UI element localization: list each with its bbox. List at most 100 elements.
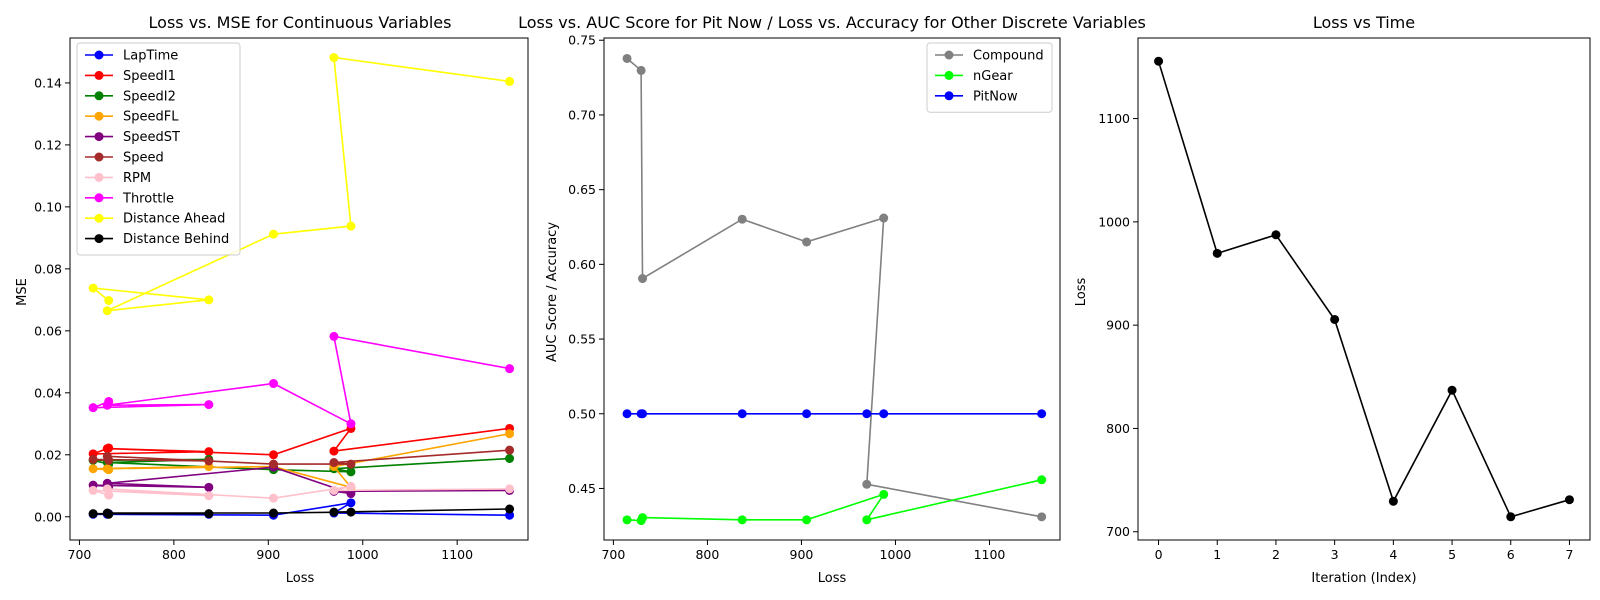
data-point [505,454,515,464]
data-point [104,490,114,500]
y-tick-label: 0.55 [568,332,596,347]
series-line [92,426,510,456]
y-tick-label: 0.10 [34,199,62,214]
y-tick-label: 0.06 [34,323,62,338]
x-tick-label: 3 [1331,547,1339,562]
data-point [269,379,279,389]
legend-swatch-marker [94,132,104,142]
data-point [802,515,812,525]
y-tick-label: 1100 [1098,111,1130,126]
x-tick-label: 1100 [974,547,1006,562]
legend-box [76,42,241,256]
data-point [104,396,114,406]
x-tick-label: 5 [1448,547,1456,562]
data-point [346,221,356,231]
x-tick-label: 4 [1389,547,1397,562]
data-point [104,455,114,465]
data-point [88,464,98,474]
data-point [269,229,279,239]
data-point [638,274,648,284]
series-speedfl [88,429,515,492]
data-point [346,507,356,517]
data-point [638,409,648,419]
data-point [88,454,98,464]
legend-swatch-marker [94,91,104,101]
data-point [737,515,747,525]
data-point [346,498,356,508]
data-point [104,295,114,305]
legend-swatch-marker [94,213,104,223]
data-point [636,65,646,75]
data-point [622,53,632,63]
data-point [505,445,515,455]
y-tick-label: 0.08 [34,261,62,276]
data-point [346,481,356,491]
data-point [329,507,339,517]
series-line [93,508,510,516]
series-pitnow [622,409,1047,419]
legend-swatch-marker [944,50,954,60]
y-tick-label: 0.60 [568,257,596,272]
data-point [1388,496,1398,506]
y-tick-label: 0.75 [568,33,596,48]
x-tick-label: 1100 [441,547,473,562]
y-tick-label: 0.04 [34,385,62,400]
legend-label: Speed [123,151,164,166]
x-tick-label: 900 [256,547,280,562]
series-line [90,56,510,312]
series-rpm [88,481,515,503]
data-point [737,409,747,419]
data-point [622,515,632,525]
x-tick-label: 700 [601,547,625,562]
data-point [505,510,515,520]
data-point [269,508,279,518]
series-speed [88,445,515,469]
data-point [204,509,214,519]
legend-label: SpeedFL [123,110,179,125]
y-tick-label: 0.65 [568,182,596,197]
data-point [329,53,339,63]
y-axis-label: Loss [1074,278,1089,307]
data-point [346,489,356,499]
legend: LapTime SpeedI1 SpeedI2 SpeedFL SpeedST Speed… [76,42,241,256]
y-tick-label: 700 [1106,524,1130,539]
data-point [204,447,214,457]
data-point [104,443,114,453]
data-point [802,237,812,247]
data-point [346,459,356,469]
x-tick-label: 2 [1272,547,1280,562]
legend-swatch-marker [94,111,104,121]
data-point [88,509,98,519]
legend-label: SpeedST [123,130,180,145]
legend-swatch-marker [94,70,104,80]
data-point [879,213,889,223]
data-point [269,459,279,469]
data-point [102,306,112,316]
data-point [505,429,515,439]
y-tick-label: 0.45 [568,481,596,496]
legend: Compound nGear PitNow [926,42,1053,113]
x-axis-label: Iteration (Index) [1311,571,1416,586]
data-point [879,489,889,499]
legend-label: SpeedI1 [123,69,176,84]
x-tick-label: 700 [68,547,92,562]
legend-label: SpeedI2 [123,89,176,104]
y-tick-label: 0.50 [568,406,596,421]
chart-title: Loss vs. MSE for Continuous Variables [149,13,452,32]
legend-box [926,42,1053,113]
series-compound [622,53,1047,522]
y-tick-label: 0.14 [34,75,62,90]
legend-label: Distance Ahead [123,212,225,227]
mse-chart-panel: Loss vs. MSE for Continuous Variables Lo… [15,13,529,586]
plot-area-frame [1137,37,1591,541]
data-point [737,214,747,224]
data-point [862,479,872,489]
series-distance-ahead [88,53,515,316]
data-point [802,409,812,419]
series-distance-behind [88,504,515,519]
x-tick-label: 1 [1213,547,1221,562]
data-point [88,403,98,413]
y-axis-label: AUC Score / Accuracy [545,222,560,362]
legend-label: RPM [123,171,151,186]
